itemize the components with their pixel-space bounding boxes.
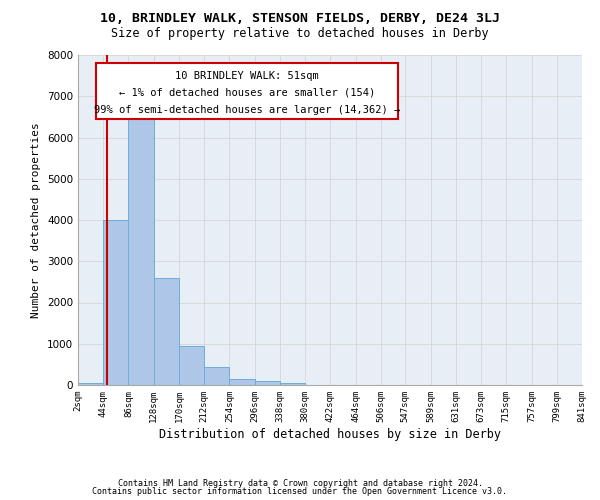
Bar [280, 382, 305, 385]
Bar [78, 383, 103, 385]
Text: 10 BRINDLEY WALK: 51sqm: 10 BRINDLEY WALK: 51sqm [175, 70, 319, 81]
X-axis label: Distribution of detached houses by size in Derby: Distribution of detached houses by size … [159, 428, 501, 440]
FancyBboxPatch shape [95, 63, 398, 120]
Bar [254, 381, 280, 385]
Bar [179, 346, 204, 385]
Text: Contains public sector information licensed under the Open Government Licence v3: Contains public sector information licen… [92, 487, 508, 496]
Bar [204, 368, 229, 385]
Bar [229, 379, 254, 385]
Bar [154, 278, 179, 385]
Text: Contains HM Land Registry data © Crown copyright and database right 2024.: Contains HM Land Registry data © Crown c… [118, 478, 482, 488]
Text: Size of property relative to detached houses in Derby: Size of property relative to detached ho… [111, 28, 489, 40]
Text: 10, BRINDLEY WALK, STENSON FIELDS, DERBY, DE24 3LJ: 10, BRINDLEY WALK, STENSON FIELDS, DERBY… [100, 12, 500, 26]
Text: ← 1% of detached houses are smaller (154): ← 1% of detached houses are smaller (154… [119, 88, 375, 98]
Text: 99% of semi-detached houses are larger (14,362) →: 99% of semi-detached houses are larger (… [94, 106, 400, 116]
Bar [103, 220, 128, 385]
Y-axis label: Number of detached properties: Number of detached properties [31, 122, 41, 318]
Bar [128, 117, 154, 385]
